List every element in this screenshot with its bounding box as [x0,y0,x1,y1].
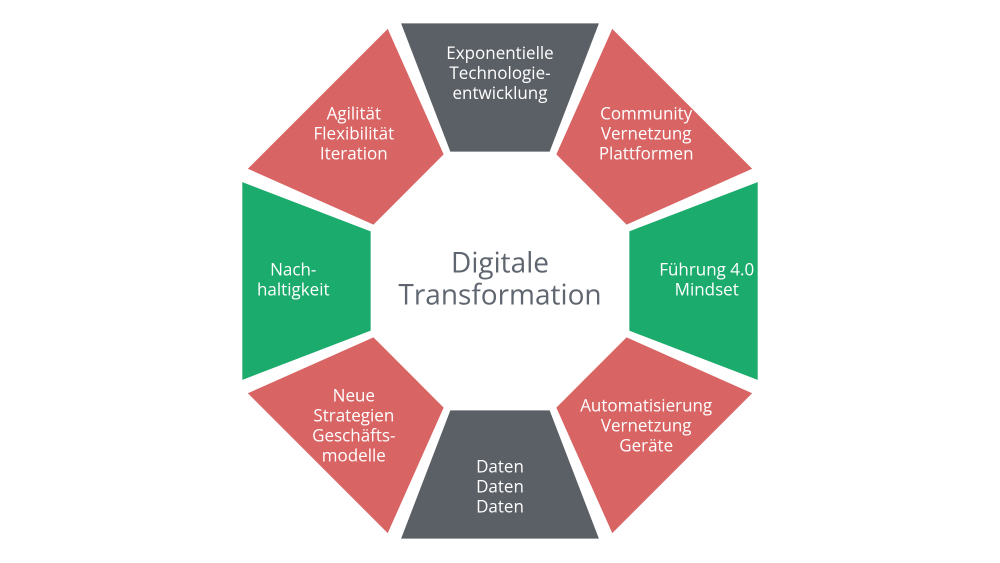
segment-label-1: CommunityVernetzungPlattformen [599,101,694,164]
center-label: DigitaleTransformation [398,243,601,313]
segment-label-4: DatenDatenDaten [476,454,524,517]
octagon-svg: ExponentielleTechnologie-entwicklung Comm… [0,0,1000,563]
segment-label-0: ExponentielleTechnologie-entwicklung [446,41,553,104]
octagon-diagram: ExponentielleTechnologie-entwicklung Comm… [0,0,1000,563]
